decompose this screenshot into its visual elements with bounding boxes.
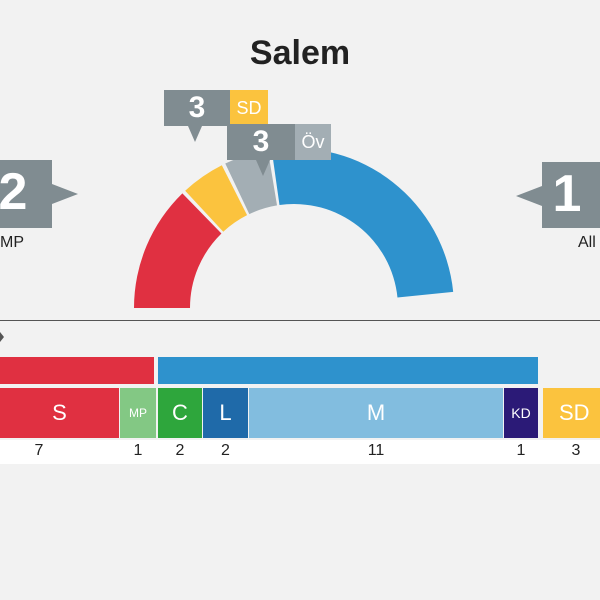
- party-segment-c: C: [158, 388, 202, 438]
- left-block-label: MP: [0, 234, 24, 251]
- party-label-kd: KD: [511, 405, 531, 421]
- left-bubble-tail: [52, 184, 78, 204]
- sd-bubble-seats: 3: [188, 91, 206, 124]
- party-segment-sd: SD: [543, 388, 600, 438]
- sd-bubble-party: SD: [236, 97, 262, 118]
- party-label-l: L: [219, 400, 232, 425]
- ov-bubble-party: Öv: [301, 131, 325, 152]
- ov-bubble-tail: [256, 160, 270, 176]
- seat-count-l: 2: [221, 442, 230, 459]
- party-label-c: C: [172, 400, 188, 425]
- party-label-s: S: [52, 400, 67, 425]
- seat-count-s: 7: [34, 442, 44, 459]
- party-label-mp: MP: [129, 406, 147, 420]
- arc-segment-s-mp: [134, 193, 222, 308]
- seat-count-mp: 1: [133, 442, 143, 459]
- ov-bubble-seats: 3: [252, 125, 270, 158]
- sd-seat-bubble: 3: [164, 90, 230, 126]
- divider-left-tick: [0, 332, 4, 342]
- left-block-bar: [0, 357, 154, 384]
- seat-count-kd: 1: [516, 442, 526, 459]
- party-segment-l: L: [203, 388, 248, 438]
- party-label-sd: SD: [559, 400, 590, 425]
- arc-segment-c-l-m-kd: [271, 147, 454, 298]
- party-segment-s: S: [0, 388, 119, 438]
- left-seat-bubble: 2: [0, 160, 52, 228]
- sd-bubble-tail: [188, 126, 202, 142]
- left-seat-count: 2: [0, 163, 28, 221]
- seat-count-row: [0, 440, 600, 464]
- right-block-label: All: [578, 234, 596, 251]
- right-seat-count: 1: [552, 165, 582, 223]
- right-bubble-tail: [516, 186, 542, 206]
- ov-bubble-tag: Öv: [295, 124, 331, 160]
- party-segment-kd: KD: [504, 388, 538, 438]
- seat-count-m: 11: [367, 442, 385, 459]
- right-seat-bubble: 1: [542, 162, 600, 228]
- page-title: Salem: [249, 34, 351, 72]
- seat-count-c: 2: [175, 442, 185, 459]
- ov-seat-bubble: 3: [227, 124, 295, 160]
- right-block-bar: [158, 357, 538, 384]
- party-label-m: M: [366, 400, 386, 425]
- seat-count-sd: 3: [571, 442, 581, 459]
- section-divider: [0, 320, 600, 321]
- sd-bubble-tag: SD: [230, 90, 268, 126]
- party-segment-m: M: [249, 388, 503, 438]
- arc-segment-sd: [185, 165, 248, 232]
- party-segment-mp: MP: [120, 388, 156, 438]
